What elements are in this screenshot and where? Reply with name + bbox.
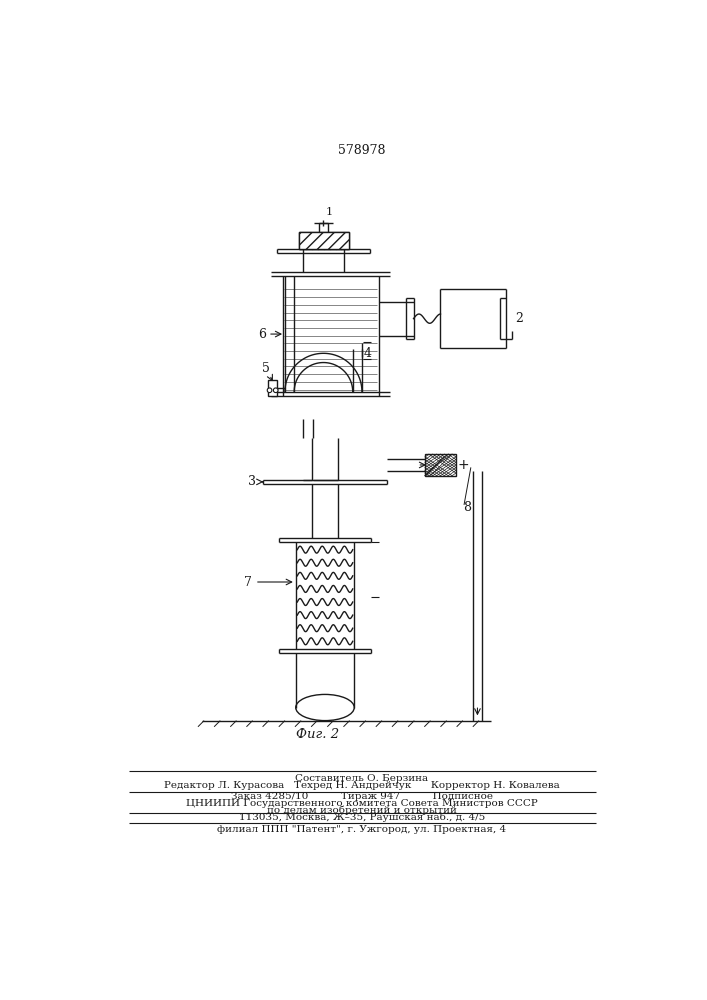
Text: Составитель О. Берзина: Составитель О. Берзина [296, 774, 428, 783]
Circle shape [267, 388, 272, 393]
Text: 113035, Москва, Ж–35, Раушская наб., д. 4/5: 113035, Москва, Ж–35, Раушская наб., д. … [239, 813, 485, 822]
Bar [299, 232, 349, 249]
Text: +: + [457, 458, 469, 472]
Text: по делам изобретений и открытий: по делам изобретений и открытий [267, 806, 457, 815]
Bar [299, 232, 349, 249]
Text: 578978: 578978 [338, 144, 386, 157]
Circle shape [274, 388, 278, 393]
Text: 6: 6 [258, 328, 266, 341]
Text: 1: 1 [326, 207, 333, 217]
Text: филиал ППП "Патент", г. Ужгород, ул. Проектная, 4: филиал ППП "Патент", г. Ужгород, ул. Про… [217, 825, 506, 834]
Text: 8: 8 [464, 501, 472, 514]
Text: Заказ 4285/10          Тираж 947          Подписное: Заказ 4285/10 Тираж 947 Подписное [231, 792, 493, 801]
Ellipse shape [296, 694, 354, 721]
Text: Редактор Л. Курасова   Техред Н. Андрейчук      Корректор Н. Ковалева: Редактор Л. Курасова Техред Н. Андрейчук… [164, 781, 560, 790]
Bar [268, 380, 277, 396]
Text: ЦНИИПИ Государственного комитета Совета Министров СССР: ЦНИИПИ Государственного комитета Совета … [186, 799, 538, 808]
Text: 7: 7 [244, 576, 252, 588]
Text: 3: 3 [248, 475, 256, 488]
Text: 5: 5 [262, 362, 269, 375]
Bar [425, 454, 456, 476]
Text: Фиг. 2: Фиг. 2 [296, 728, 339, 741]
Text: 2: 2 [515, 312, 523, 325]
Text: 4: 4 [363, 347, 371, 360]
